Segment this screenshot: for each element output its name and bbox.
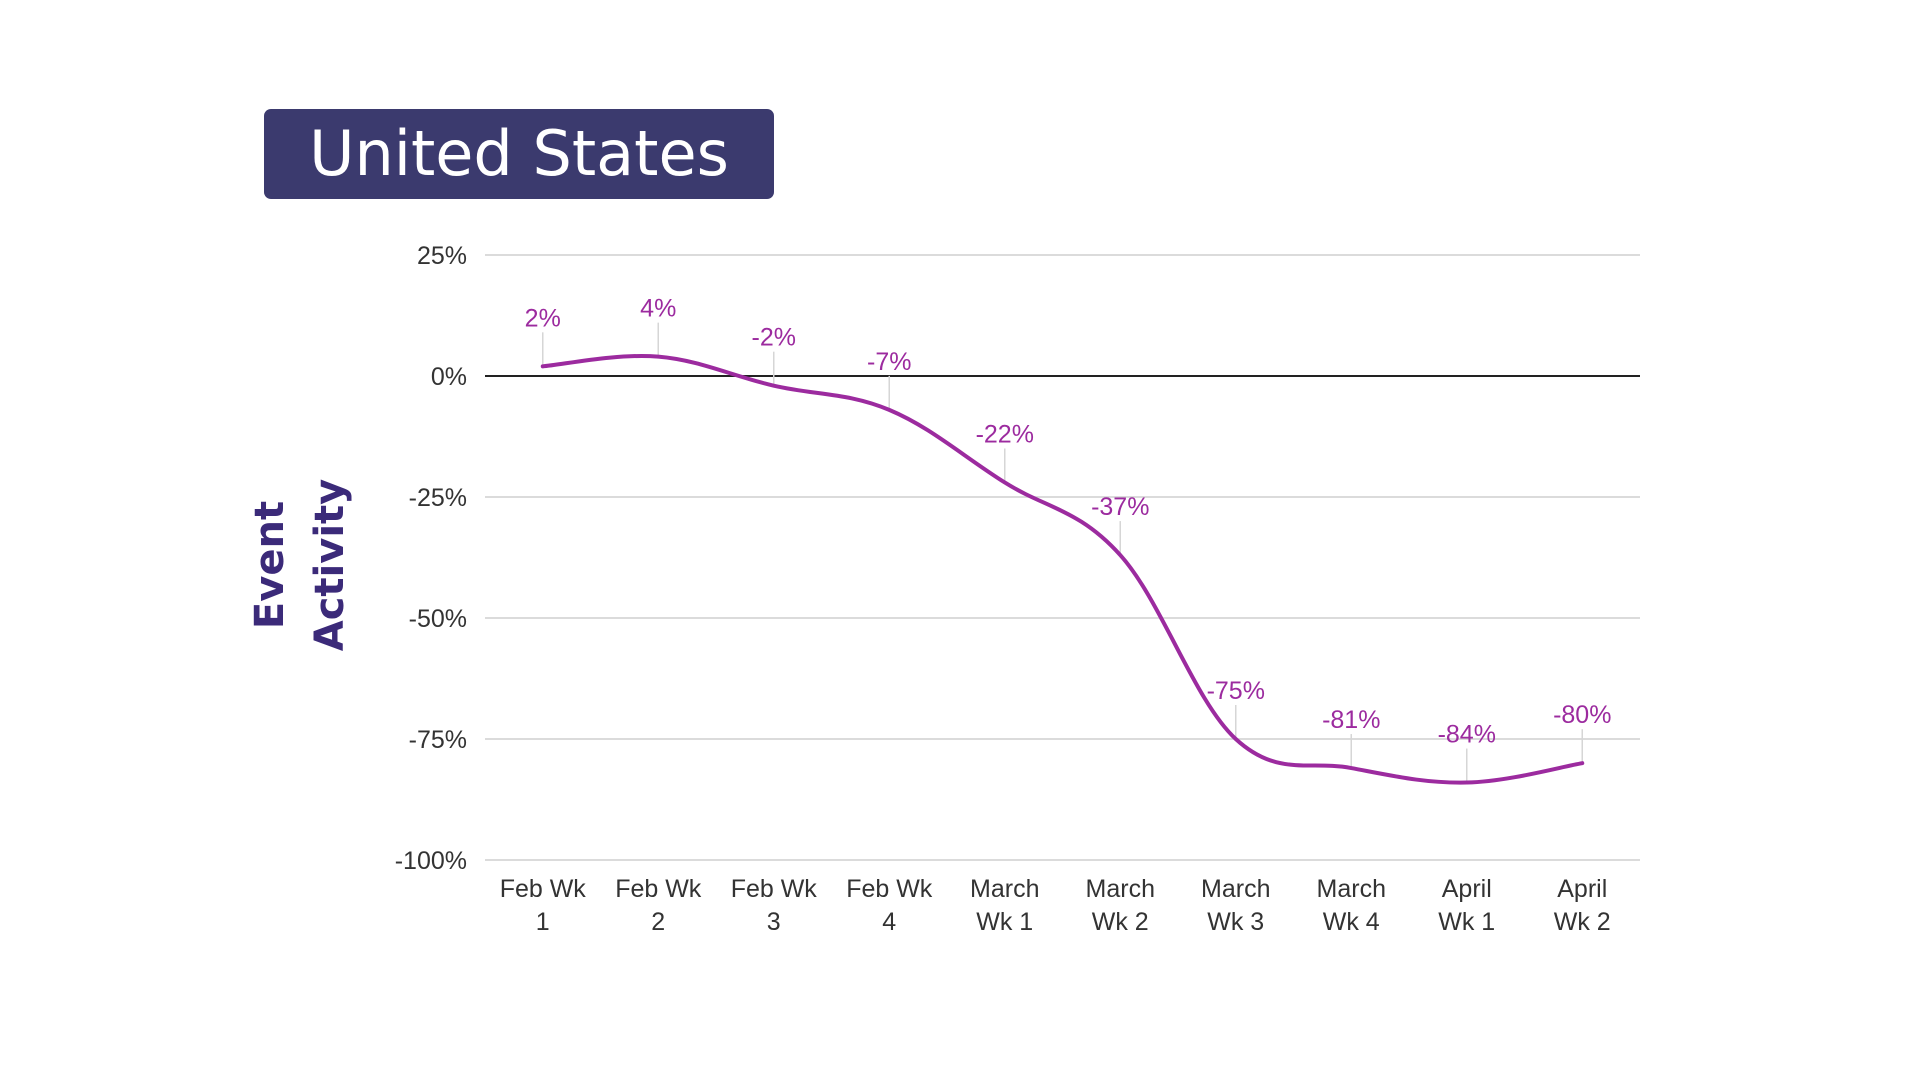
data-label: -81% — [1322, 706, 1380, 734]
x-tick-label: Wk 2 — [1092, 908, 1149, 936]
data-label: -84% — [1438, 721, 1496, 749]
x-tick-label: 3 — [767, 908, 781, 936]
y-tick-label: -75% — [409, 726, 467, 754]
data-label: -80% — [1553, 701, 1611, 729]
x-tick-label: Feb Wk — [615, 875, 702, 903]
x-tick-label: 1 — [536, 908, 550, 936]
data-labels: 2% 4% -2% -7% -22% -37% -75% -81% -84% -80% — [525, 295, 1612, 749]
data-label-leaders — [542, 322, 1583, 783]
y-tick-label: 0% — [431, 363, 467, 391]
x-tick-label: Feb Wk — [500, 875, 587, 903]
x-tick-label: Wk 3 — [1207, 908, 1264, 936]
x-tick-label: March — [1317, 875, 1386, 903]
x-tick-label: March — [970, 875, 1039, 903]
x-tick-label: Wk 2 — [1554, 908, 1611, 936]
x-tick-label: 2 — [651, 908, 665, 936]
x-tick-label: March — [1201, 875, 1270, 903]
data-label: 4% — [640, 295, 676, 323]
x-tick-label: Feb Wk — [731, 875, 818, 903]
x-tick-label: April — [1442, 875, 1492, 903]
y-tick-label: -25% — [409, 484, 467, 512]
series-line — [540, 354, 1585, 785]
x-tick-label: April — [1557, 875, 1607, 903]
data-label: -22% — [976, 420, 1034, 448]
x-tick-label: Wk 4 — [1323, 908, 1380, 936]
series-line-path — [540, 354, 1585, 785]
y-axis-ticks: 25% 0% -25% -50% -75% -100% — [395, 242, 467, 875]
x-tick-label: Feb Wk — [846, 875, 933, 903]
x-axis-ticks: Feb Wk 1 Feb Wk 2 Feb Wk 3 Feb Wk 4 March Wk 1 Mar… — [500, 875, 1611, 936]
x-tick-label: Wk 1 — [976, 908, 1033, 936]
x-tick-label: 4 — [882, 908, 896, 936]
gridlines — [485, 254, 1640, 861]
y-tick-label: -100% — [395, 847, 467, 875]
y-tick-label: 25% — [417, 242, 467, 270]
chart-title: United States — [264, 109, 774, 199]
data-label: 2% — [525, 304, 561, 332]
x-tick-label: March — [1086, 875, 1155, 903]
data-label: -7% — [867, 348, 911, 376]
x-tick-label: Wk 1 — [1438, 908, 1495, 936]
data-label: -75% — [1207, 677, 1265, 705]
data-label: -37% — [1091, 493, 1149, 521]
data-label: -2% — [752, 324, 796, 352]
y-tick-label: -50% — [409, 605, 467, 633]
